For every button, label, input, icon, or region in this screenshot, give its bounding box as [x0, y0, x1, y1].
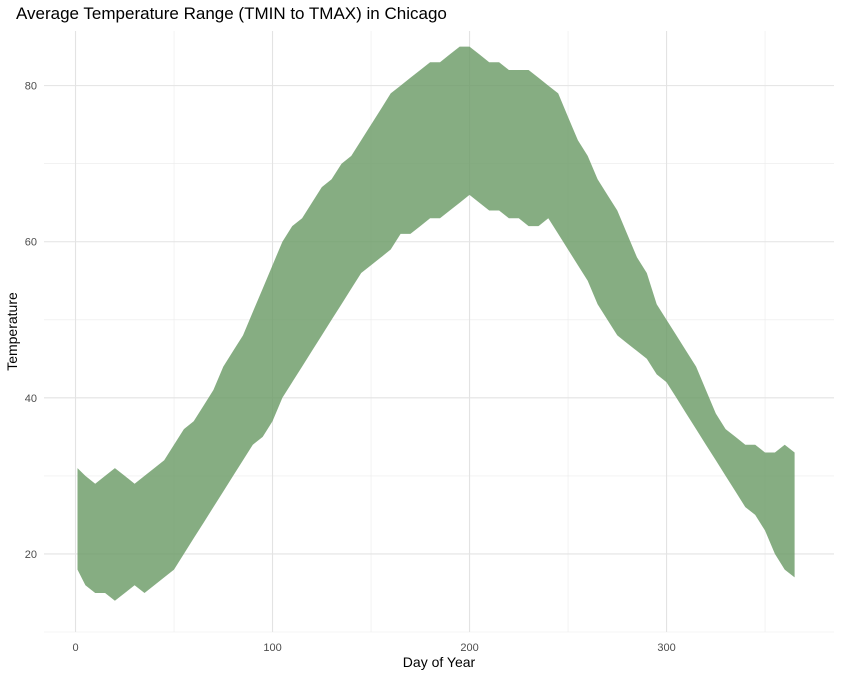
grid-minor [44, 31, 834, 633]
chart-title: Average Temperature Range (TMIN to TMAX)… [16, 4, 447, 23]
x-tick-label: 0 [72, 642, 78, 654]
y-tick-label: 40 [25, 393, 37, 405]
y-axis-title: Temperature [4, 292, 20, 371]
y-tick-label: 20 [25, 549, 37, 561]
tick-labels: 0 100 200 300 20 40 60 80 [25, 81, 676, 654]
y-tick-label: 80 [25, 81, 37, 93]
x-tick-label: 300 [657, 642, 675, 654]
temperature-range-area [77, 46, 795, 601]
area-layer [77, 46, 795, 601]
x-tick-label: 100 [263, 642, 281, 654]
x-axis-title: Day of Year [403, 654, 476, 670]
y-tick-label: 60 [25, 237, 37, 249]
x-tick-label: 200 [460, 642, 478, 654]
